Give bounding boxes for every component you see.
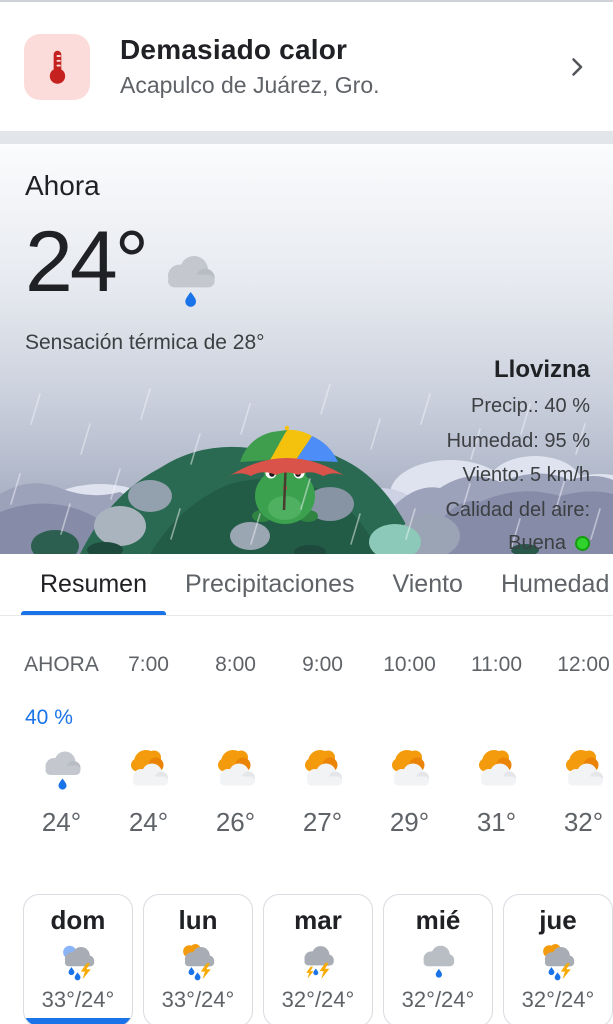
- detail-line: Humedad: 95 %: [446, 429, 590, 452]
- tab-label: Humedad: [500, 570, 610, 598]
- tab[interactable]: Precipitaciones: [166, 554, 374, 615]
- weather-illustration: [0, 384, 613, 554]
- hour-temp: 24°: [128, 807, 169, 837]
- storm-moon-icon: [57, 940, 99, 982]
- hour-temp: 29°: [389, 807, 430, 837]
- day-card[interactable]: mar 32°/24°: [263, 894, 373, 1024]
- umbrella-icon: [226, 425, 348, 511]
- weather-details: Precip.: 40 % Humedad: 95 % Viento: 5 km…: [445, 389, 590, 493]
- hour-temp: 31°: [476, 807, 517, 837]
- alert-title: Demasiado calor: [120, 34, 348, 65]
- divider: [0, 131, 613, 144]
- day-card[interactable]: lun 33°/24°: [143, 894, 253, 1024]
- hour-time: 11:00: [471, 653, 522, 676]
- air-quality-value-row: Buena: [445, 527, 590, 554]
- air-quality-value: Buena: [508, 532, 566, 554]
- hour-time: 9:00: [302, 653, 343, 676]
- tab-label: Precipitaciones: [185, 570, 355, 598]
- air-quality-label: Calidad del aire:: [445, 498, 590, 521]
- temperature-row: 24°: [25, 214, 265, 310]
- day-name: lun: [178, 905, 218, 935]
- day-card[interactable]: jue 32°/24°: [503, 894, 613, 1024]
- day-name: mar: [294, 905, 342, 935]
- tab-bar: Resumen Precipitaciones Viento Humedad: [0, 554, 613, 616]
- rain-streaks: [10, 384, 601, 550]
- partly-cloudy-icon: [279, 744, 366, 797]
- current-temperature: 24°: [25, 214, 149, 310]
- rain-icon: [417, 940, 459, 982]
- air-quality-good-dot-icon: [575, 536, 590, 551]
- tab[interactable]: Viento: [374, 554, 482, 615]
- day-name: mié: [415, 905, 461, 935]
- partly-cloudy-icon: [105, 744, 192, 797]
- hour-temp: 32°: [563, 807, 604, 837]
- precipitation-chance: 40 %: [25, 706, 73, 729]
- rain-light-icon: [158, 246, 222, 310]
- day-card[interactable]: dom 33°/24°: [23, 894, 133, 1024]
- day-name: jue: [539, 905, 577, 935]
- partly-cloudy-icon: [366, 744, 453, 797]
- rain-light-icon: [18, 744, 105, 797]
- hour-time: 7:00: [128, 653, 169, 676]
- alert-location: Acapulco de Juárez, Gro.: [120, 72, 380, 98]
- hour-temp: 26°: [215, 807, 256, 837]
- alert-text: Demasiado calor Acapulco de Juárez, Gro.: [120, 33, 380, 100]
- tab-label: Viento: [392, 570, 463, 598]
- hour-time: AHORA: [24, 653, 99, 676]
- current-weather-panel: Ahora 24° Sensación térmica de 28° Llovi…: [0, 144, 613, 554]
- storm-sun-icon: [537, 940, 579, 982]
- now-label: Ahora: [25, 170, 100, 201]
- hourly-temps-row[interactable]: 24° 24° 26° 27° 29° 31° 32°: [0, 806, 613, 838]
- hour-temp: 27°: [302, 807, 343, 837]
- current-weather-details: Llovizna Precip.: 40 % Humedad: 95 % Vie…: [445, 354, 590, 554]
- partly-cloudy-icon: [192, 744, 279, 797]
- condition-label: Llovizna: [493, 356, 590, 383]
- day-temps: 32°/24°: [521, 987, 595, 1012]
- detail-line: Precip.: 40 %: [471, 395, 590, 417]
- day-temps: 33°/24°: [41, 987, 115, 1012]
- chevron-right-icon[interactable]: [565, 55, 589, 79]
- day-temps: 32°/24°: [401, 987, 475, 1012]
- hour-time: 10:00: [383, 653, 436, 676]
- day-card[interactable]: mié 32°/24°: [383, 894, 493, 1024]
- storm-icon: [297, 940, 339, 982]
- tab-label: Resumen: [40, 570, 147, 598]
- tab[interactable]: Resumen: [21, 554, 166, 615]
- hour-time: 12:00: [557, 653, 610, 676]
- storm-sun-icon: [177, 940, 219, 982]
- day-temps: 33°/24°: [161, 987, 235, 1012]
- day-name: dom: [50, 905, 106, 935]
- hourly-times-row[interactable]: AHORA 7:00 8:00 9:00 10:00 11:00 12:00: [0, 652, 613, 678]
- detail-line: Viento: 5 km/h: [462, 464, 590, 486]
- heat-alert-card[interactable]: Demasiado calor Acapulco de Juárez, Gro.: [0, 0, 613, 131]
- feels-like: Sensación térmica de 28°: [25, 331, 265, 354]
- thermometer-icon: [24, 33, 90, 100]
- partly-cloudy-icon: [540, 744, 613, 797]
- current-weather-left: Ahora 24° Sensación térmica de 28°: [25, 168, 265, 355]
- daily-forecast-row: dom 33°/24° lun 33°/24° mar 32°/24° mié …: [0, 894, 613, 1024]
- day-temps: 32°/24°: [281, 987, 355, 1012]
- partly-cloudy-icon: [453, 744, 540, 797]
- hour-time: 8:00: [215, 653, 256, 676]
- hourly-forecast: AHORA 7:00 8:00 9:00 10:00 11:00 12:00 4…: [0, 616, 613, 838]
- tab[interactable]: Humedad: [482, 554, 613, 615]
- hour-temp: 24°: [41, 807, 82, 837]
- hourly-icons-row[interactable]: [0, 744, 613, 797]
